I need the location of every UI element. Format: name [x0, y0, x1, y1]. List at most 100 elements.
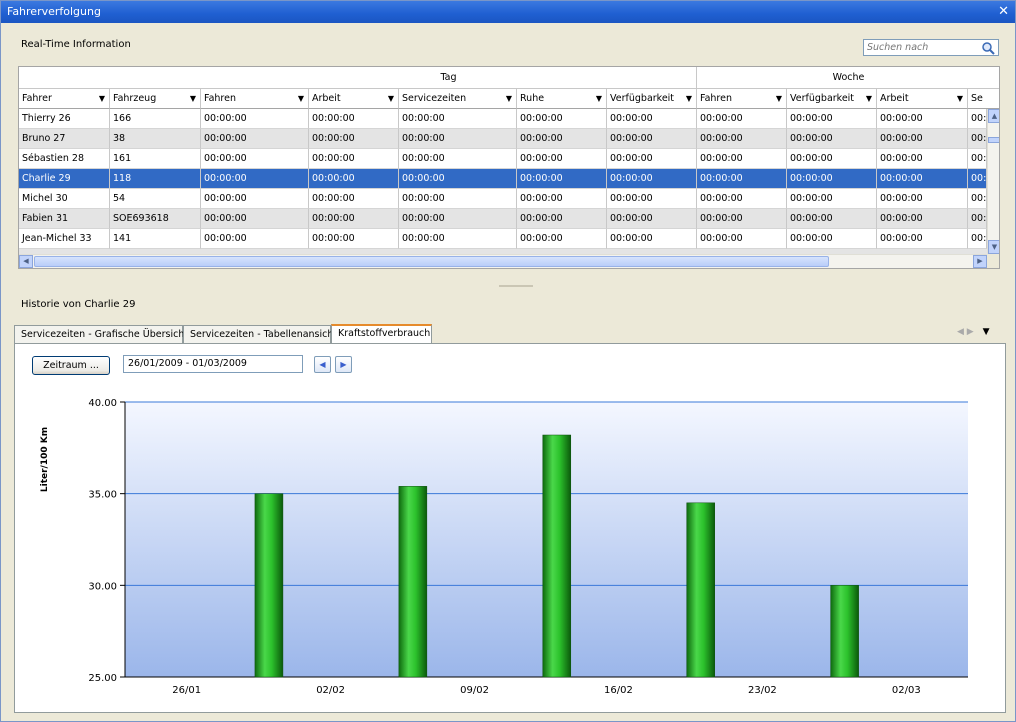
tab-menu-icon[interactable]: ▼: [982, 327, 990, 337]
time-cell[interactable]: 00:00:00: [201, 129, 309, 149]
time-cell[interactable]: 00:00:00: [787, 149, 877, 169]
filter-dropdown-icon[interactable]: ▼: [956, 94, 963, 103]
time-cell[interactable]: 00:00:00: [787, 229, 877, 249]
column-header[interactable]: Se: [968, 89, 999, 109]
time-cell[interactable]: 00:00:00: [607, 229, 697, 249]
vehicle-cell[interactable]: 38: [110, 129, 201, 149]
time-cell[interactable]: 00:00:00: [399, 189, 517, 209]
driver-cell[interactable]: Michel 30: [19, 189, 110, 209]
date-range-field[interactable]: 26/01/2009 - 01/03/2009: [123, 355, 303, 373]
zeitraum-button[interactable]: Zeitraum ...: [32, 356, 110, 375]
filter-dropdown-icon[interactable]: ▼: [297, 94, 304, 103]
driver-cell[interactable]: Bruno 27: [19, 129, 110, 149]
time-cell[interactable]: 00:00:00: [309, 229, 399, 249]
time-cell[interactable]: 00:00:00: [517, 129, 607, 149]
scroll-down-icon[interactable]: ▼: [988, 240, 999, 254]
time-cell[interactable]: 00:00:00: [517, 189, 607, 209]
time-cell[interactable]: 00:00:00: [399, 169, 517, 189]
driver-cell[interactable]: Fabien 31: [19, 209, 110, 229]
time-cell[interactable]: 00:00:00: [877, 189, 968, 209]
time-cell[interactable]: 00:00:00: [877, 169, 968, 189]
column-header[interactable]: Ruhe ▼: [517, 89, 607, 109]
time-cell[interactable]: 00:00:00: [309, 169, 399, 189]
tab-tabellenansicht[interactable]: Servicezeiten - Tabellenansicht: [183, 325, 337, 343]
filter-dropdown-icon[interactable]: ▼: [98, 94, 105, 103]
scroll-up-icon[interactable]: ▲: [988, 109, 999, 123]
column-header[interactable]: Servicezeiten ▼: [399, 89, 517, 109]
time-cell[interactable]: 00:00:00: [787, 129, 877, 149]
time-cell[interactable]: 00:00:00: [201, 109, 309, 129]
search-icon[interactable]: [981, 41, 995, 55]
time-cell[interactable]: 00:00:00: [787, 109, 877, 129]
time-cell[interactable]: 00:00:00: [607, 129, 697, 149]
column-header[interactable]: Fahren ▼: [697, 89, 787, 109]
time-cell[interactable]: 00:00:00: [517, 169, 607, 189]
time-cell[interactable]: 00:00:00: [697, 129, 787, 149]
time-cell[interactable]: 00:: [968, 189, 987, 209]
time-cell[interactable]: 00:00:00: [697, 169, 787, 189]
vehicle-cell[interactable]: 54: [110, 189, 201, 209]
vehicle-cell[interactable]: 118: [110, 169, 201, 189]
time-cell[interactable]: 00:: [968, 169, 987, 189]
filter-dropdown-icon[interactable]: ▼: [865, 94, 872, 103]
filter-dropdown-icon[interactable]: ▼: [595, 94, 602, 103]
vertical-scrollbar[interactable]: ▲ ▼: [987, 109, 999, 254]
time-cell[interactable]: 00:00:00: [517, 109, 607, 129]
scroll-right-icon[interactable]: ▶: [973, 255, 987, 268]
time-cell[interactable]: 00:00:00: [309, 109, 399, 129]
time-cell[interactable]: 00:00:00: [787, 169, 877, 189]
driver-cell[interactable]: Thierry 26: [19, 109, 110, 129]
time-cell[interactable]: 00:00:00: [697, 109, 787, 129]
time-cell[interactable]: 00:00:00: [201, 209, 309, 229]
time-cell[interactable]: 00:00:00: [607, 149, 697, 169]
filter-dropdown-icon[interactable]: ▼: [685, 94, 692, 103]
tab-grafische-uebersicht[interactable]: Servicezeiten - Grafische Übersicht: [14, 325, 188, 343]
close-icon[interactable]: ✕: [998, 4, 1009, 19]
prev-period-button[interactable]: ◀: [314, 356, 331, 373]
time-cell[interactable]: 00:00:00: [309, 209, 399, 229]
driver-cell[interactable]: Jean-Michel 33: [19, 229, 110, 249]
time-cell[interactable]: 00:: [968, 109, 987, 129]
column-header[interactable]: Fahrzeug ▼: [110, 89, 201, 109]
time-cell[interactable]: 00:00:00: [697, 189, 787, 209]
tab-prev-icon[interactable]: ◀: [957, 327, 964, 337]
column-header[interactable]: Fahren ▼: [201, 89, 309, 109]
filter-dropdown-icon[interactable]: ▼: [387, 94, 394, 103]
time-cell[interactable]: 00:: [968, 129, 987, 149]
time-cell[interactable]: 00:00:00: [309, 189, 399, 209]
time-cell[interactable]: 00:00:00: [877, 229, 968, 249]
filter-dropdown-icon[interactable]: ▼: [775, 94, 782, 103]
search-box[interactable]: [863, 39, 999, 56]
column-header[interactable]: Verfügbarkeit ▼: [607, 89, 697, 109]
time-cell[interactable]: 00:00:00: [607, 169, 697, 189]
time-cell[interactable]: 00:00:00: [607, 189, 697, 209]
time-cell[interactable]: 00:00:00: [399, 149, 517, 169]
time-cell[interactable]: 00:00:00: [607, 109, 697, 129]
time-cell[interactable]: 00:00:00: [399, 109, 517, 129]
time-cell[interactable]: 00:00:00: [399, 209, 517, 229]
time-cell[interactable]: 00:00:00: [201, 189, 309, 209]
vehicle-cell[interactable]: SOE693618: [110, 209, 201, 229]
column-header[interactable]: Fahrer ▼: [19, 89, 110, 109]
hscroll-thumb[interactable]: [34, 256, 829, 267]
next-period-button[interactable]: ▶: [335, 356, 352, 373]
time-cell[interactable]: 00:: [968, 229, 987, 249]
time-cell[interactable]: 00:00:00: [787, 209, 877, 229]
time-cell[interactable]: 00:00:00: [309, 129, 399, 149]
time-cell[interactable]: 00:: [968, 149, 987, 169]
time-cell[interactable]: 00:00:00: [399, 229, 517, 249]
time-cell[interactable]: 00:00:00: [697, 209, 787, 229]
scroll-left-icon[interactable]: ◀: [19, 255, 33, 268]
vehicle-cell[interactable]: 141: [110, 229, 201, 249]
vehicle-cell[interactable]: 161: [110, 149, 201, 169]
filter-dropdown-icon[interactable]: ▼: [189, 94, 196, 103]
scroll-thumb[interactable]: [988, 137, 999, 143]
column-header[interactable]: Verfügbarkeit ▼: [787, 89, 877, 109]
time-cell[interactable]: 00:00:00: [309, 149, 399, 169]
driver-cell[interactable]: Sébastien 28: [19, 149, 110, 169]
time-cell[interactable]: 00:00:00: [201, 229, 309, 249]
splitter-grip[interactable]: [499, 285, 533, 287]
time-cell[interactable]: 00:00:00: [607, 209, 697, 229]
time-cell[interactable]: 00:00:00: [517, 149, 607, 169]
driver-cell[interactable]: Charlie 29: [19, 169, 110, 189]
